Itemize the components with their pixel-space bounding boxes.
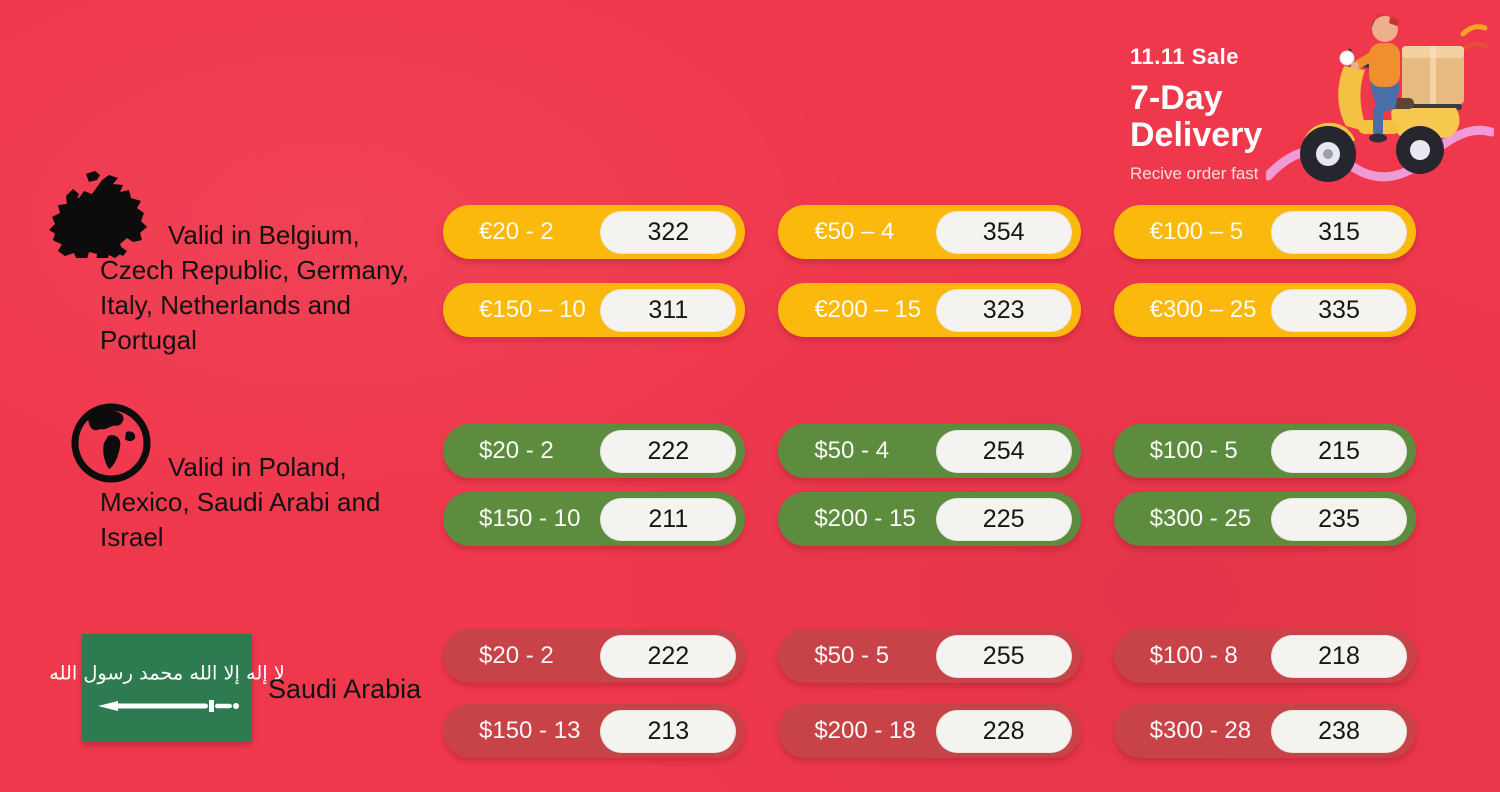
coupon-pill[interactable]: $50 - 4 254 (778, 424, 1081, 478)
coupon-code[interactable]: 235 (1271, 497, 1407, 541)
coupon-pill[interactable]: €20 - 2 322 (443, 205, 746, 259)
banner-text-block: 11.11 Sale 7-Day Delivery Recive order f… (1130, 44, 1300, 184)
coupon-offer: $20 - 2 (479, 642, 554, 669)
coupon-code[interactable]: 228 (935, 709, 1072, 753)
europe-map-icon (49, 171, 147, 258)
coupon-code[interactable]: 218 (1271, 634, 1407, 678)
coupon-grid-saudi: $20 - 2 222 $50 - 5 255 $100 - 8 218 $15… (443, 629, 1416, 758)
coupon-pill[interactable]: €300 – 25 335 (1113, 283, 1416, 337)
saudi-arabia-flag: لا إله إلا الله محمد رسول الله (49, 634, 285, 742)
coupon-code[interactable]: 213 (600, 709, 737, 753)
coupon-pill[interactable]: $150 - 10 211 (443, 492, 746, 546)
coupon-pill[interactable]: $100 - 8 218 (1113, 629, 1416, 683)
coupon-pill[interactable]: €100 – 5 315 (1113, 205, 1416, 259)
globe-icon (71, 403, 151, 483)
coupon-offer: $150 - 10 (479, 505, 581, 532)
coupon-pill[interactable]: $200 - 18 228 (778, 704, 1081, 758)
coupon-pill[interactable]: $100 - 5 215 (1113, 424, 1416, 478)
coupon-code[interactable]: 315 (1271, 210, 1407, 254)
flag-sword-icon (98, 700, 239, 712)
coupon-code[interactable]: 323 (935, 288, 1072, 332)
coupon-offer: €20 - 2 (479, 218, 554, 245)
coupon-code[interactable]: 322 (600, 210, 737, 254)
delivery-scooter-illustration (1266, 13, 1494, 182)
coupon-code[interactable]: 354 (935, 210, 1072, 254)
coupon-code[interactable]: 255 (935, 634, 1072, 678)
region-europe-description: Valid in Belgium, Czech Republic, German… (100, 220, 409, 355)
coupon-grid-worldwide: $20 - 2 222 $50 - 4 254 $100 - 5 215 $15… (443, 424, 1416, 546)
coupon-offer: $100 - 8 (1149, 642, 1238, 669)
coupon-code[interactable]: 335 (1271, 288, 1407, 332)
region-saudi-label: Saudi Arabia (268, 674, 422, 704)
coupon-code[interactable]: 225 (935, 497, 1072, 541)
coupon-pill[interactable]: $20 - 2 222 (443, 424, 746, 478)
coupon-offer: $300 - 25 (1149, 505, 1252, 532)
coupon-offer: $200 - 18 (814, 717, 916, 744)
coupon-code[interactable]: 311 (600, 288, 737, 332)
coupon-offer: $100 - 5 (1149, 437, 1238, 464)
coupon-pill[interactable]: $50 - 5 255 (778, 629, 1081, 683)
coupon-code[interactable]: 215 (1271, 429, 1407, 473)
delivery-subtitle: Recive order fast (1130, 164, 1259, 183)
saudi-flag-inscription: لا إله إلا الله محمد رسول الله (49, 661, 285, 685)
coupon-pill[interactable]: $150 - 13 213 (443, 704, 746, 758)
coupon-offer: $20 - 2 (479, 437, 554, 464)
coupon-offer: €150 – 10 (479, 296, 586, 323)
coupon-pill[interactable]: $300 - 25 235 (1113, 492, 1416, 546)
coupon-offer: $300 - 28 (1149, 717, 1252, 744)
coupon-pill[interactable]: €50 – 4 354 (778, 205, 1081, 259)
coupon-code[interactable]: 238 (1271, 709, 1407, 753)
coupon-offer: $150 - 13 (479, 717, 581, 744)
sale-label: 11.11 Sale (1130, 44, 1239, 69)
coupon-pill[interactable]: €200 – 15 323 (778, 283, 1081, 337)
coupon-pill[interactable]: $300 - 28 238 (1113, 704, 1416, 758)
coupon-offer: $50 - 4 (814, 437, 890, 464)
coupon-pill[interactable]: $200 - 15 225 (778, 492, 1081, 546)
coupon-offer: €50 – 4 (814, 218, 895, 245)
coupon-code[interactable]: 222 (600, 634, 737, 678)
coupon-code[interactable]: 211 (600, 497, 737, 541)
coupon-offer: €300 – 25 (1149, 296, 1257, 323)
coupon-code[interactable]: 254 (935, 429, 1072, 473)
coupon-grid-europe: €20 - 2 322 €50 – 4 354 €100 – 5 315 €15… (443, 205, 1416, 337)
delivery-headline: 7-Day Delivery (1130, 79, 1263, 154)
coupon-offer: $200 - 15 (814, 505, 916, 532)
coupon-pill[interactable]: $20 - 2 222 (443, 629, 746, 683)
coupon-offer: €100 – 5 (1149, 218, 1244, 245)
coupon-code[interactable]: 222 (600, 429, 737, 473)
region-worldwide-description: Valid in Poland, Mexico, Saudi Arabi and… (100, 452, 381, 552)
coupon-offer: $50 - 5 (814, 642, 890, 669)
coupon-offer: €200 – 15 (814, 296, 922, 323)
coupon-pill[interactable]: €150 – 10 311 (443, 283, 746, 337)
